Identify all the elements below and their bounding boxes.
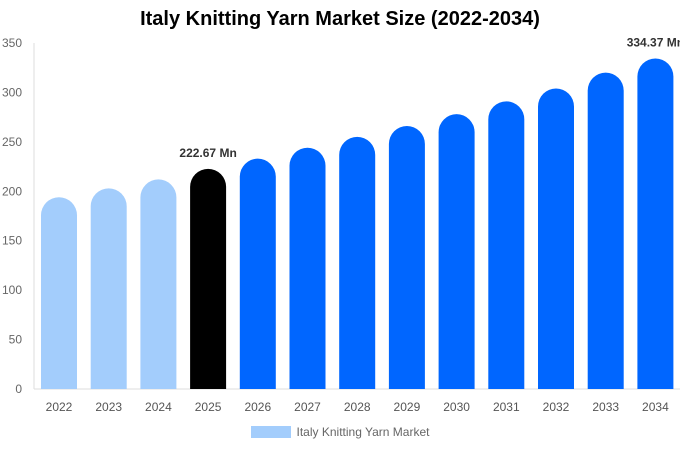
legend-swatch [250,426,291,438]
legend-label: Italy Knitting Yarn Market [296,425,430,439]
y-tick-label: 250 [2,135,22,149]
bar-2025 [190,168,227,389]
bar-2024 [140,179,177,389]
y-tick-label: 100 [2,283,22,297]
x-tick-label: 2033 [592,400,619,414]
x-tick-label: 2029 [394,400,421,414]
bar-2023 [90,188,127,389]
y-tick-label: 350 [2,36,22,50]
bar-2028 [339,136,376,389]
x-tick-label: 2022 [46,400,73,414]
chart-title: Italy Knitting Yarn Market Size (2022-20… [140,8,540,30]
x-tick-label: 2026 [244,400,271,414]
data-label-2025: 222.67 Mn [179,146,236,160]
bar-2026 [239,158,276,389]
x-tick-label: 2027 [294,400,321,414]
x-tick-label: 2023 [95,400,122,414]
bar-2030 [438,114,475,390]
y-tick-label: 50 [9,333,23,347]
bar-2031 [488,101,525,389]
legend: Italy Knitting Yarn Market [0,425,680,439]
x-tick-label: 2025 [195,400,222,414]
bar-2033 [587,72,624,390]
bar-2022 [41,197,77,389]
bar-2029 [388,126,425,390]
y-tick-label: 300 [2,85,22,99]
x-tick-label: 2024 [145,400,172,414]
bar-2032 [538,88,574,389]
data-label-2034: 334.37 Mn [627,35,680,49]
x-tick-label: 2032 [543,400,570,414]
y-tick-label: 200 [2,184,22,198]
y-tick-label: 150 [2,234,22,248]
bar-2027 [289,147,326,389]
y-tick-label: 0 [15,382,22,396]
x-tick-label: 2034 [642,400,669,414]
x-tick-label: 2028 [344,400,371,414]
x-tick-label: 2030 [443,400,470,414]
bar-2034 [637,58,674,390]
x-tick-label: 2031 [493,400,520,414]
